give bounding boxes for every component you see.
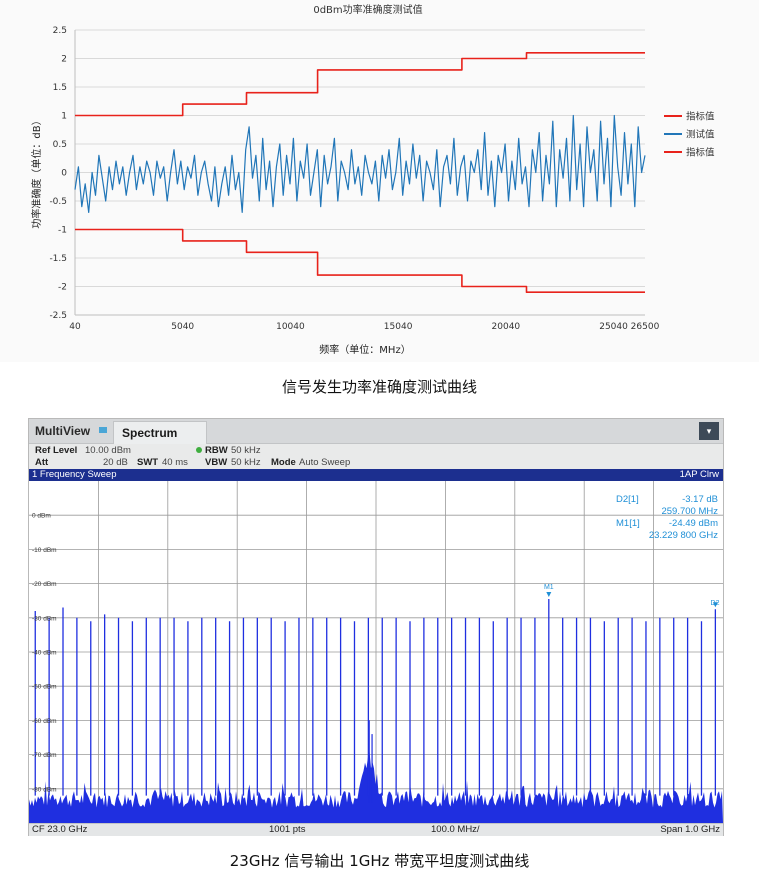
marker-readout: D2[1] -3.17 dB 259.700 MHz M1[1] -24.49 …: [616, 494, 718, 541]
series-line-2: [75, 228, 645, 294]
y-level-label: -60 dBm: [32, 718, 57, 725]
y-level-label: -20 dBm: [32, 581, 57, 588]
d2-label: D2[1]: [616, 494, 639, 505]
figure1-caption: 信号发生功率准确度测试曲线: [281, 378, 477, 396]
swt-label: SWT: [137, 457, 159, 468]
spectrum-analyzer-window: MultiView Spectrum ▾ Ref Level 10.00 dBm…: [28, 418, 724, 836]
y-tick-label: 0: [61, 169, 67, 179]
multiview-icon[interactable]: [99, 427, 107, 433]
legend-label: 指标值: [686, 111, 715, 123]
span[interactable]: Span 1.0 GHz: [660, 824, 720, 835]
y-tick-label: 1.5: [53, 83, 67, 93]
x-tick-label: 25040: [599, 322, 628, 332]
att-label: Att: [35, 457, 49, 468]
window-title: 1 Frequency Sweep: [32, 469, 117, 480]
legend-label: 测试值: [686, 129, 715, 141]
markers: M1 D2: [544, 584, 720, 608]
vbw-value[interactable]: 50 kHz: [231, 457, 261, 468]
y-tick-label: -2.5: [49, 311, 67, 321]
y-tick-label: 1: [61, 112, 67, 122]
spectrum-y-labels: 0 dBm -10 dBm -20 dBm -30 dBm -40 dBm -50 dBm…: [32, 513, 57, 794]
m1-value: -24.49 dBm: [669, 518, 718, 529]
grid-lines: [74, 29, 645, 316]
ref-level-value[interactable]: 10.00 dBm: [85, 445, 131, 456]
x-tick-labels: 40 5040 10040 15040 20040 25040 26500: [69, 322, 659, 332]
y-tick-label: -0.5: [49, 197, 67, 207]
vbw-label: VBW: [205, 457, 228, 468]
y-level-label: -30 dBm: [32, 615, 57, 622]
top-bar: MultiView Spectrum ▾: [29, 419, 723, 444]
noise-floor: [29, 751, 723, 823]
x-axis-label: 频率（单位：MHz）: [319, 343, 410, 356]
y-tick-label: 0.5: [53, 140, 67, 150]
tab-spectrum[interactable]: Spectrum: [113, 421, 207, 444]
spectrum-plot[interactable]: 0 dBm -10 dBm -20 dBm -30 dBm -40 dBm -50 dBm…: [29, 481, 723, 823]
x-tick-label: 26500: [631, 322, 660, 332]
m1-freq: 23.229 800 GHz: [649, 530, 718, 541]
series-line-0: [75, 51, 645, 117]
y-level-label: -70 dBm: [32, 752, 57, 759]
d2-value: -3.17 dB: [682, 494, 718, 505]
y-tick-labels: -2.5 -2 -1.5 -1 -0.5 0 0.5 1 1.5 2 2.5: [49, 26, 67, 321]
y-level-label: -10 dBm: [32, 547, 57, 554]
app-title: MultiView: [35, 424, 91, 438]
ref-level-label: Ref Level: [35, 445, 78, 456]
spectrum-grid: [29, 481, 723, 823]
att-value[interactable]: 20 dB: [103, 457, 128, 468]
center-frequency[interactable]: CF 23.0 GHz: [32, 824, 88, 835]
y-level-label: -50 dBm: [32, 684, 57, 691]
chart-title: 0dBm功率准确度测试值: [313, 3, 422, 16]
x-tick-label: 10040: [276, 322, 305, 332]
spectrum-trace: [29, 598, 723, 823]
figure2-caption: 23GHz 信号输出 1GHz 带宽平坦度测试曲线: [229, 852, 530, 870]
y-tick-label: -1: [58, 226, 67, 236]
tab-label: Spectrum: [122, 426, 178, 440]
mode-label: Mode: [271, 457, 296, 468]
series-lines: [74, 51, 646, 294]
series-line-1: [74, 114, 646, 213]
y-level-label: 0 dBm: [32, 513, 51, 520]
y-tick-label: -1.5: [49, 254, 67, 264]
marker-m1-tag[interactable]: M1: [544, 584, 554, 591]
sweep-points[interactable]: 1001 pts: [269, 824, 306, 835]
legend-label: 指标值: [686, 147, 715, 159]
marker-d2-triangle[interactable]: [712, 602, 718, 608]
x-tick-label: 5040: [171, 322, 194, 332]
y-level-label: -40 dBm: [32, 650, 57, 657]
y-tick-label: -2: [58, 283, 67, 293]
x-tick-label: 40: [69, 322, 81, 332]
chevron-down-icon[interactable]: ▾: [699, 422, 719, 440]
x-tick-label: 20040: [492, 322, 521, 332]
y-tick-label: 2.5: [53, 26, 67, 36]
rbw-label: RBW: [205, 445, 228, 456]
frequency-per-div: 100.0 MHz/: [431, 824, 480, 835]
mode-value[interactable]: Auto Sweep: [299, 457, 351, 468]
spectrum-svg: 0 dBm -10 dBm -20 dBm -30 dBm -40 dBm -50 dBm…: [29, 481, 723, 823]
trace-mode[interactable]: 1AP Clrw: [679, 469, 719, 480]
power-accuracy-svg: 0dBm功率准确度测试值 -2.5 -2 -1.5 -1 -0.5 0 0.5 1 1.5 2 2.…: [30, 3, 715, 356]
window-title-bar[interactable]: 1 Frequency Sweep 1AP Clrw: [29, 469, 723, 481]
power-accuracy-chart: 0dBm功率准确度测试值 -2.5 -2 -1.5 -1 -0.5 0 0.5 1 1.5 2 2.…: [0, 0, 759, 362]
y-level-label: -80 dBm: [32, 786, 57, 793]
x-tick-label: 15040: [384, 322, 413, 332]
rbw-value[interactable]: 50 kHz: [231, 445, 261, 456]
rbw-status-dot: [196, 447, 202, 453]
marker-m1-triangle[interactable]: [546, 591, 552, 597]
y-axis-label: 功率准确度（单位：dB）: [30, 115, 43, 228]
m1-label: M1[1]: [616, 518, 640, 529]
d2-freq: 259.700 MHz: [661, 506, 718, 517]
swt-value[interactable]: 40 ms: [162, 457, 188, 468]
y-tick-label: 2: [61, 55, 67, 65]
status-bar: CF 23.0 GHz 1001 pts 100.0 MHz/ Span 1.0…: [29, 823, 723, 836]
